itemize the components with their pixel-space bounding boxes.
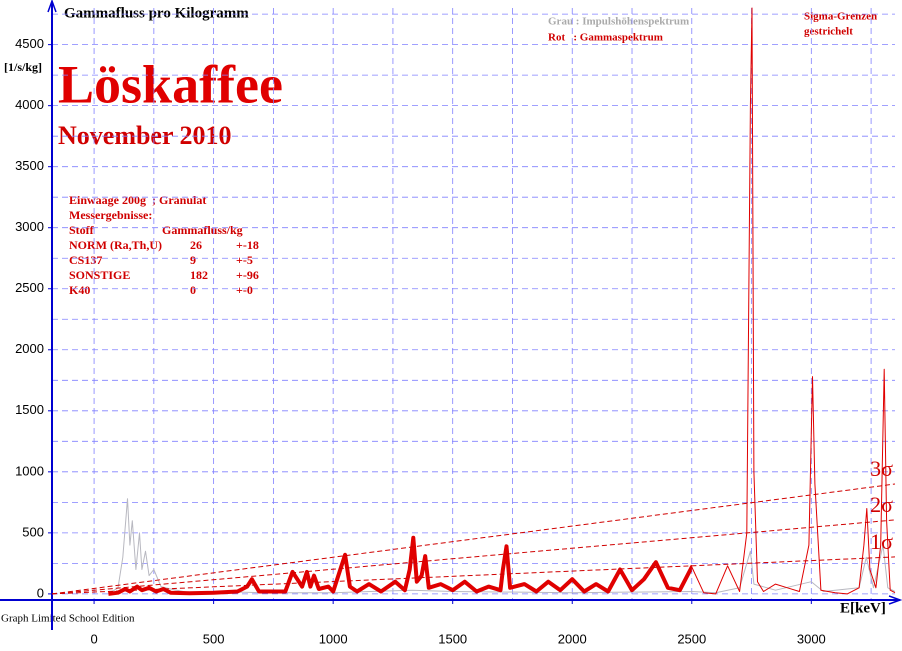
info-cell: 0	[190, 283, 196, 297]
footer: Graph Limited School Edition	[1, 613, 135, 625]
y-tick-label: 2500	[15, 280, 44, 295]
x-axis-label: E[keV]	[840, 600, 886, 616]
sigma-note: gestrichelt	[804, 26, 853, 38]
x-tick-label: 2000	[558, 631, 587, 646]
y-axis-arrow	[47, 0, 57, 13]
info-cell: SONSTIGE	[69, 268, 130, 282]
info-cell: 26	[190, 238, 202, 252]
info-cell: +-18	[236, 238, 259, 252]
info-cell: +-0	[236, 283, 253, 297]
info-line: Messergebnisse:	[69, 208, 152, 222]
info-header: Stoff	[69, 223, 95, 237]
x-tick-label: 1000	[319, 631, 348, 646]
info-cell: +-5	[236, 253, 253, 267]
info-block: Einwaage 200g ; Granulat Messergebnisse:…	[69, 193, 243, 237]
y-tick-label: 1500	[15, 402, 44, 417]
x-axis-arrow	[888, 595, 902, 605]
y-tick-label: 1000	[15, 463, 44, 478]
sigma-note: Sigma-Grenzen	[804, 11, 877, 23]
info-cell: CS137	[69, 253, 102, 267]
y-tick-label: 0	[37, 585, 44, 600]
info-cell: 9	[190, 253, 196, 267]
legend-entry: Rot : Gammaspektrum	[548, 32, 663, 44]
x-tick-label: 2500	[677, 631, 706, 646]
info-cell: NORM (Ra,Th,U)	[69, 238, 162, 252]
x-tick-label: 0	[90, 631, 97, 646]
series-line	[51, 519, 896, 595]
info-header: Gammafluss/kg	[162, 223, 243, 237]
series-line-thick	[108, 535, 692, 596]
y-tick-label: 4500	[15, 36, 44, 51]
chart-title: Gammafluss pro Kilogramm	[64, 5, 249, 21]
subheadline: November 2010	[58, 121, 232, 150]
series-label: 1σ	[870, 529, 893, 554]
y-axis-label: [1/s/kg]	[4, 60, 42, 74]
series-line	[51, 556, 896, 595]
info-cell: +-96	[236, 268, 259, 282]
y-tick-label: 2000	[15, 341, 44, 356]
y-tick-label: 500	[22, 524, 44, 539]
series-line	[51, 483, 896, 595]
x-tick-label: 1500	[438, 631, 467, 646]
y-tick-label: 3000	[15, 219, 44, 234]
y-tick-label: 4000	[15, 97, 44, 112]
x-tick-label: 3000	[797, 631, 826, 646]
headline: Löskaffee	[58, 54, 283, 114]
legend-entry: Grau : Impulshöhenspektrum	[548, 16, 689, 28]
info-line: Einwaage 200g ; Granulat	[69, 193, 206, 207]
info-cell: 182	[190, 268, 208, 282]
series-label: 3σ	[870, 456, 893, 481]
x-tick-label: 500	[203, 631, 225, 646]
series-label: 2σ	[870, 492, 893, 517]
y-tick-label: 3500	[15, 158, 44, 173]
info-cell: K40	[69, 283, 90, 297]
